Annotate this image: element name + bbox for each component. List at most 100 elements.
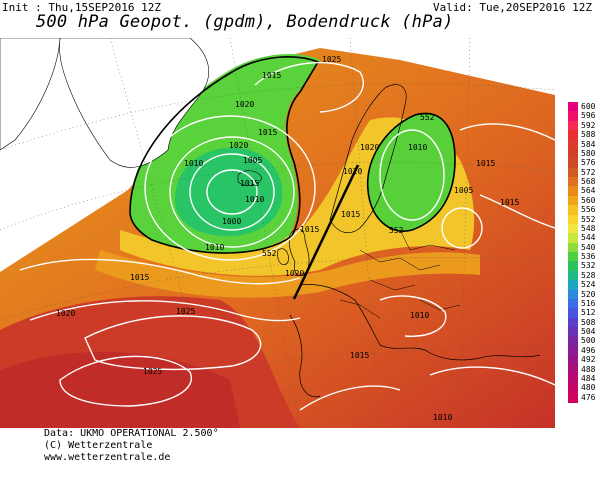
scale-swatch bbox=[568, 317, 578, 328]
isobar-label: 1000 bbox=[222, 217, 241, 226]
scale-swatch bbox=[568, 261, 578, 272]
isobar-label: 552 bbox=[420, 113, 435, 122]
europe-coastline bbox=[289, 284, 541, 398]
isobars bbox=[19, 61, 556, 411]
isobar-label: 552 bbox=[389, 226, 404, 235]
isobar-label: 1025 bbox=[176, 307, 195, 316]
scale-label: 596 bbox=[581, 111, 596, 121]
website: www.wetterzentrale.de bbox=[44, 452, 171, 463]
scale-label: 512 bbox=[581, 308, 596, 318]
scale-swatch bbox=[568, 130, 578, 140]
scale-swatch bbox=[568, 167, 578, 178]
scale-swatch bbox=[568, 158, 578, 169]
isobar-label: 552 bbox=[262, 249, 277, 258]
isobar-label: 1010 bbox=[433, 413, 452, 422]
scale-label: 492 bbox=[581, 355, 596, 365]
scale-label: 476 bbox=[581, 392, 596, 402]
isobar-label: 1020 bbox=[229, 141, 248, 150]
scale-label: 548 bbox=[581, 223, 596, 233]
scale-swatch bbox=[568, 280, 578, 290]
isobar-label: 1010 bbox=[184, 159, 203, 168]
scale-swatch bbox=[568, 102, 578, 112]
scale-swatch bbox=[568, 214, 578, 225]
scale-swatch bbox=[568, 223, 578, 234]
weather-map[interactable]: 1025 1015 1020 1015 1020 1010 1005 1000 … bbox=[0, 38, 600, 428]
isobar-label: 1020 bbox=[235, 100, 254, 109]
color-scale: 600 596 592 588 584 580 576 572 568 564 560 556 552 5… bbox=[568, 102, 600, 403]
ireland bbox=[277, 248, 289, 265]
scandinavia-coast bbox=[329, 84, 407, 234]
scale-swatch bbox=[568, 186, 578, 197]
isobar-label: 1020 bbox=[360, 143, 379, 152]
scale-swatch bbox=[568, 345, 578, 356]
isobar-label: 1015 bbox=[476, 159, 495, 168]
scale-swatch bbox=[568, 327, 578, 337]
isobar-label: 1010 bbox=[205, 243, 224, 252]
isobar-label: 1015 bbox=[350, 351, 369, 360]
isobar-label: 1015 bbox=[500, 198, 519, 207]
scale-swatch bbox=[568, 308, 578, 319]
isobar-label: 1015 bbox=[341, 210, 360, 219]
scale-label: 528 bbox=[581, 270, 596, 280]
scale-swatch bbox=[568, 336, 578, 347]
iceland bbox=[237, 170, 263, 186]
isobar-label: 1015 bbox=[262, 71, 281, 80]
data-source: Data: UKMO OPERATIONAL 2.500° bbox=[44, 428, 219, 439]
scale-label: 588 bbox=[581, 130, 596, 140]
scale-label: 520 bbox=[581, 289, 596, 299]
scale-label: 500 bbox=[581, 336, 596, 346]
isobar-label: 1010 bbox=[245, 195, 264, 204]
scale-label: 496 bbox=[581, 345, 596, 355]
scale-swatch bbox=[568, 392, 578, 403]
isobar-label: 1025 bbox=[322, 55, 341, 64]
isobar-label: 1005 bbox=[243, 156, 262, 165]
scale-label: 568 bbox=[581, 177, 596, 186]
scale-swatch bbox=[568, 139, 578, 150]
scale-label: 480 bbox=[581, 383, 596, 393]
graticule bbox=[0, 38, 556, 428]
scale-label: 516 bbox=[581, 298, 596, 308]
init-time: Init : Thu,15SEP2016 12Z bbox=[2, 1, 161, 14]
cross-section-line bbox=[292, 164, 360, 300]
scale-label: 560 bbox=[581, 195, 596, 205]
scale-swatch bbox=[568, 373, 578, 384]
hot-air-core bbox=[0, 351, 240, 428]
scale-swatch bbox=[568, 111, 578, 122]
scale-label: 484 bbox=[581, 373, 596, 383]
scale-swatch bbox=[568, 383, 578, 394]
isobar-label: 1005 bbox=[454, 186, 473, 195]
map-title: 500 hPa Geopot. (gpdm), Bodendruck (hPa) bbox=[36, 12, 454, 32]
isobar-label: 1020 bbox=[343, 167, 362, 176]
footer: Data: UKMO OPERATIONAL 2.500° (C) Wetter… bbox=[44, 428, 219, 464]
scale-swatch bbox=[568, 148, 578, 159]
canada-arctic bbox=[0, 38, 61, 151]
isobar-label: 1020 bbox=[285, 269, 304, 278]
scale-swatch bbox=[568, 120, 578, 131]
scale-label: 556 bbox=[581, 205, 596, 215]
scale-swatch bbox=[568, 355, 578, 365]
scale-swatch bbox=[568, 177, 578, 187]
isobar-label: 1015 bbox=[240, 179, 259, 188]
scale-label: 532 bbox=[581, 261, 596, 271]
scale-swatch bbox=[568, 195, 578, 206]
scale-label: 540 bbox=[581, 242, 596, 252]
scale-label: 552 bbox=[581, 214, 596, 224]
scale-swatch bbox=[568, 252, 578, 262]
isobar-label: 1015 bbox=[258, 128, 277, 137]
geopotential-contours-552 bbox=[129, 56, 456, 254]
orange-band bbox=[95, 250, 480, 298]
scale-label: 600 bbox=[581, 102, 596, 111]
country-borders bbox=[339, 229, 461, 319]
header: Init : Thu,15SEP2016 12Z Valid: Tue,20SE… bbox=[0, 0, 600, 38]
isobar-label: 1010 bbox=[410, 311, 429, 320]
scale-label: 576 bbox=[581, 158, 596, 168]
scale-swatch bbox=[568, 289, 578, 300]
scale-label: 580 bbox=[581, 148, 596, 158]
scale-swatch bbox=[568, 298, 578, 309]
copyright: (C) Wetterzentrale bbox=[44, 440, 153, 451]
scale-label: 536 bbox=[581, 252, 596, 261]
isobar-label: 1010 bbox=[408, 143, 427, 152]
scale-swatch bbox=[568, 242, 578, 253]
scale-label: 584 bbox=[581, 139, 596, 149]
scale-label: 592 bbox=[581, 120, 596, 130]
